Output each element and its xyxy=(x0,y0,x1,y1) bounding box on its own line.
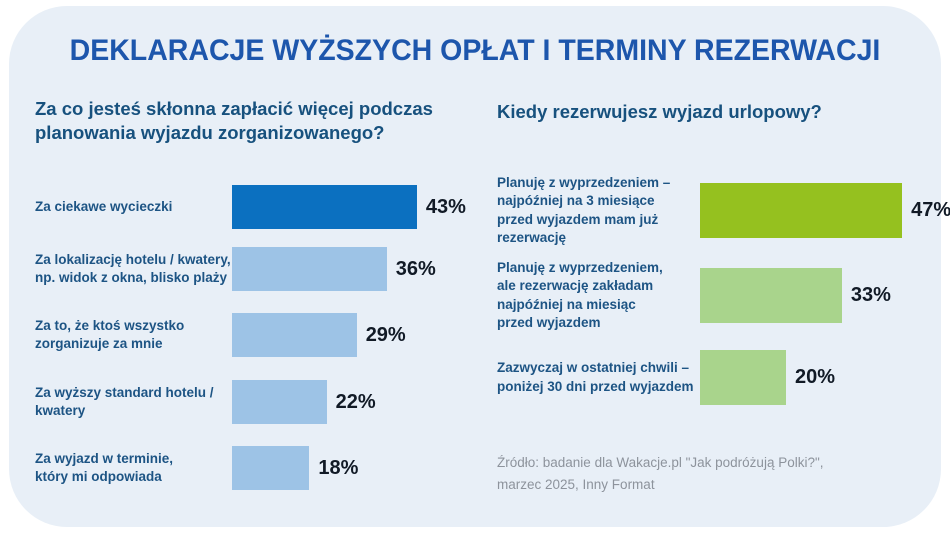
bar-row: Planuję z wyprzedzeniem – najpóźniej na … xyxy=(497,175,950,245)
value-label: 47% xyxy=(911,199,950,221)
value-label: 43% xyxy=(425,195,466,218)
bar-row: Zazwyczaj w ostatniej chwili – poniżej 3… xyxy=(497,350,947,405)
category-label: Zazwyczaj w ostatniej chwili – poniżej 3… xyxy=(497,360,694,394)
bar xyxy=(232,313,357,357)
category-label: Za to, że ktoś wszystko zorganizuje za m… xyxy=(35,317,185,351)
bar xyxy=(232,380,327,424)
value-label: 36% xyxy=(395,257,436,280)
value-label: 22% xyxy=(335,390,376,413)
category-label: Za ciekawe wycieczki xyxy=(35,198,173,214)
left-chart-question: Za co jesteś skłonna zapłacić więcej pod… xyxy=(35,98,433,143)
category-label: Planuję z wyprzedzeniem, ale rezerwację … xyxy=(497,260,663,330)
bar-row: Za to, że ktoś wszystko zorganizuje za m… xyxy=(35,313,485,357)
bar xyxy=(700,350,786,405)
page-title: DEKLARACJE WYŻSZYCH OPŁAT I TERMINY REZE… xyxy=(69,34,881,67)
category-label: Planuję z wyprzedzeniem – najpóźniej na … xyxy=(497,175,671,245)
value-label: 33% xyxy=(850,284,891,306)
category-label: Za wyższy standard hotelu / kwatery xyxy=(35,384,214,418)
bar xyxy=(232,446,310,490)
bar xyxy=(700,183,903,238)
bar-row: Za ciekawe wycieczki 43% xyxy=(35,185,485,229)
value-label: 29% xyxy=(365,323,406,346)
category-label: Za wyjazd w terminie, który mi odpowiada xyxy=(35,450,174,484)
card-background xyxy=(9,6,941,527)
bar xyxy=(700,268,842,323)
bar xyxy=(232,247,387,291)
bar xyxy=(232,185,417,229)
value-label: 18% xyxy=(318,456,359,479)
bar-row: Planuję z wyprzedzeniem, ale rezerwację … xyxy=(497,260,947,330)
source-note: Źródło: badanie dla Wakacje.pl "Jak podr… xyxy=(497,455,824,492)
value-label: 20% xyxy=(795,366,836,388)
bar-row: Za lokalizację hotelu / kwatery, np. wid… xyxy=(35,247,485,291)
bar-row: Za wyższy standard hotelu / kwatery 22% xyxy=(35,380,485,424)
bar-row: Za wyjazd w terminie, który mi odpowiada… xyxy=(35,446,485,490)
right-chart-question: Kiedy rezerwujesz wyjazd urlopowy? xyxy=(497,101,822,122)
category-label: Za lokalizację hotelu / kwatery, np. wid… xyxy=(35,251,231,285)
